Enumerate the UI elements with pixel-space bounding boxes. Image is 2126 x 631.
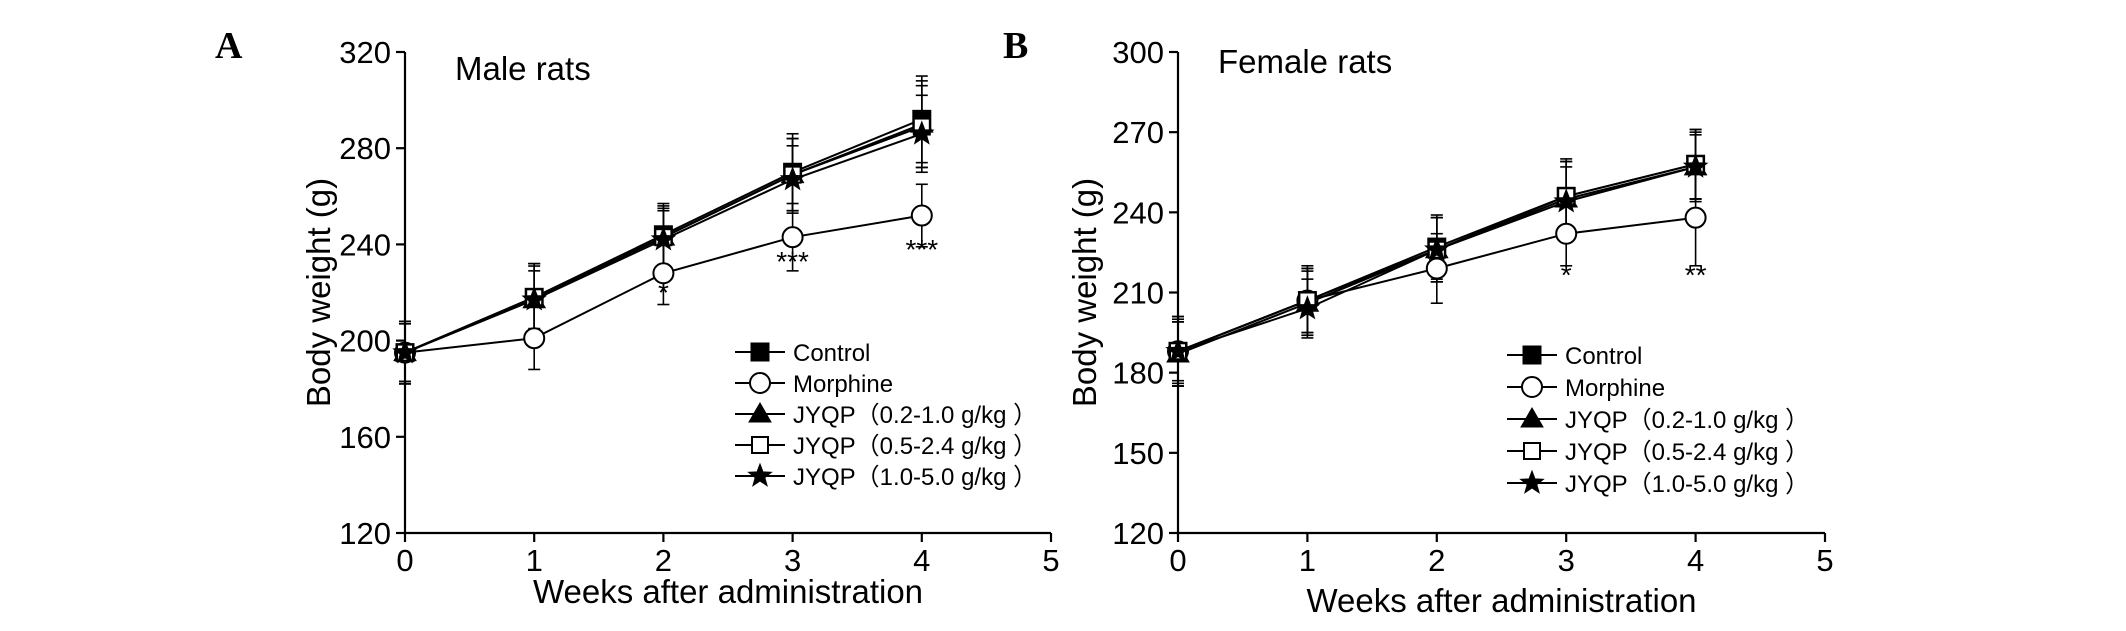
y-tick-label: 160 bbox=[339, 420, 391, 455]
x-tick-label: 3 bbox=[1558, 543, 1575, 578]
data-point-open-circle bbox=[652, 262, 675, 285]
legend-marker bbox=[750, 342, 770, 362]
legend-label: Control bbox=[793, 340, 870, 367]
data-point-open-circle bbox=[523, 327, 546, 350]
y-axis-title: Body weight (g) bbox=[300, 178, 337, 407]
legend-marker bbox=[1519, 469, 1545, 494]
legend-label: JYQP（0.2-1.0 g/kg ） bbox=[793, 402, 1037, 429]
x-axis-title: Weeks after administration bbox=[533, 573, 923, 610]
x-tick-label: 3 bbox=[784, 543, 801, 578]
significance-label: * bbox=[1561, 259, 1572, 290]
y-tick-label: 320 bbox=[339, 35, 391, 70]
y-tick-label: 180 bbox=[1112, 356, 1164, 391]
data-point-open-circle bbox=[1425, 257, 1448, 280]
data-point-open-circle bbox=[1684, 206, 1707, 229]
y-tick-label: 240 bbox=[1112, 195, 1164, 230]
x-tick-label: 1 bbox=[526, 543, 543, 578]
y-tick-label: 270 bbox=[1112, 115, 1164, 150]
y-tick-label: 120 bbox=[339, 516, 391, 551]
legend-label: Control bbox=[1565, 343, 1642, 370]
panel-letter: A bbox=[215, 25, 243, 67]
legend-label: JYQP（1.0-5.0 g/kg ） bbox=[1565, 471, 1809, 498]
data-point-filled-star bbox=[1424, 236, 1450, 261]
x-tick-label: 0 bbox=[1169, 543, 1186, 578]
x-axis-title: Weeks after administration bbox=[1306, 582, 1696, 619]
y-tick-label: 120 bbox=[1112, 516, 1164, 551]
x-tick-label: 4 bbox=[913, 543, 930, 578]
panel-letter: B bbox=[1003, 25, 1028, 67]
legend-marker bbox=[751, 436, 769, 454]
legend-label: JYQP（0.5-2.4 g/kg ） bbox=[1565, 439, 1809, 466]
data-point-open-circle bbox=[1555, 222, 1578, 245]
significance-label: ** bbox=[1685, 259, 1707, 290]
data-point-filled-star bbox=[1294, 295, 1321, 320]
data-point-filled-star bbox=[1553, 188, 1579, 213]
data-point-filled-star bbox=[779, 166, 806, 191]
significance-label: * bbox=[658, 277, 669, 308]
significance-label: *** bbox=[905, 234, 938, 265]
legend-marker bbox=[747, 462, 773, 487]
significance-label: *** bbox=[776, 246, 809, 277]
y-tick-label: 240 bbox=[339, 227, 391, 262]
data-point-filled-star bbox=[521, 286, 547, 311]
data-point-filled-star bbox=[1682, 153, 1709, 178]
y-tick-label: 210 bbox=[1112, 276, 1164, 311]
legend-marker bbox=[748, 402, 772, 423]
legend-label: JYQP（0.2-1.0 g/kg ） bbox=[1565, 407, 1809, 434]
data-point-open-circle bbox=[781, 226, 804, 249]
data-point-filled-star bbox=[909, 120, 935, 145]
y-tick-label: 280 bbox=[339, 131, 391, 166]
chart-panel-b: B 120 150 180 210 240 270 300 0 1 2 3 4 5 Weeks after … bbox=[1003, 25, 1834, 619]
panel-title: Female rats bbox=[1218, 43, 1392, 80]
x-tick-label: 4 bbox=[1687, 543, 1704, 578]
x-tick-label: 5 bbox=[1816, 543, 1833, 578]
legend-marker bbox=[749, 372, 771, 394]
data-point-filled-star bbox=[392, 339, 418, 364]
panel-title: Male rats bbox=[455, 50, 591, 87]
y-tick-label: 150 bbox=[1112, 436, 1164, 471]
data-point-filled-star bbox=[650, 226, 677, 251]
x-tick-label: 2 bbox=[1428, 543, 1445, 578]
legend-label: Morphine bbox=[793, 371, 893, 398]
legend-label: Morphine bbox=[1565, 375, 1665, 402]
x-tick-label: 0 bbox=[396, 543, 413, 578]
legend-label: JYQP（0.5-2.4 g/kg ） bbox=[793, 433, 1037, 460]
x-tick-label: 1 bbox=[1299, 543, 1316, 578]
y-tick-label: 200 bbox=[339, 324, 391, 359]
x-tick-label: 5 bbox=[1042, 543, 1059, 578]
legend-marker bbox=[1523, 442, 1541, 460]
legend-marker bbox=[1521, 376, 1543, 398]
legend: Control Morphine JYQP（0.2-1.0 g/kg ） JYQP（0… bbox=[735, 340, 1037, 491]
legend: Control Morphine JYQP（0.2-1.0 g/kg ） JYQP（0… bbox=[1507, 343, 1809, 498]
y-axis-title: Body weight (g) bbox=[1066, 178, 1103, 407]
x-tick-label: 2 bbox=[655, 543, 672, 578]
data-point-filled-star bbox=[1165, 337, 1191, 363]
legend-marker bbox=[1522, 345, 1542, 365]
chart-panel-a: A 120 160 200 240 280 320 0 1 2 3 4 5 Weeks after adm… bbox=[215, 25, 1060, 610]
y-tick-label: 300 bbox=[1112, 35, 1164, 70]
legend-marker bbox=[1520, 407, 1544, 428]
legend-label: JYQP（1.0-5.0 g/kg ） bbox=[793, 464, 1037, 491]
data-point-open-circle bbox=[910, 204, 933, 227]
